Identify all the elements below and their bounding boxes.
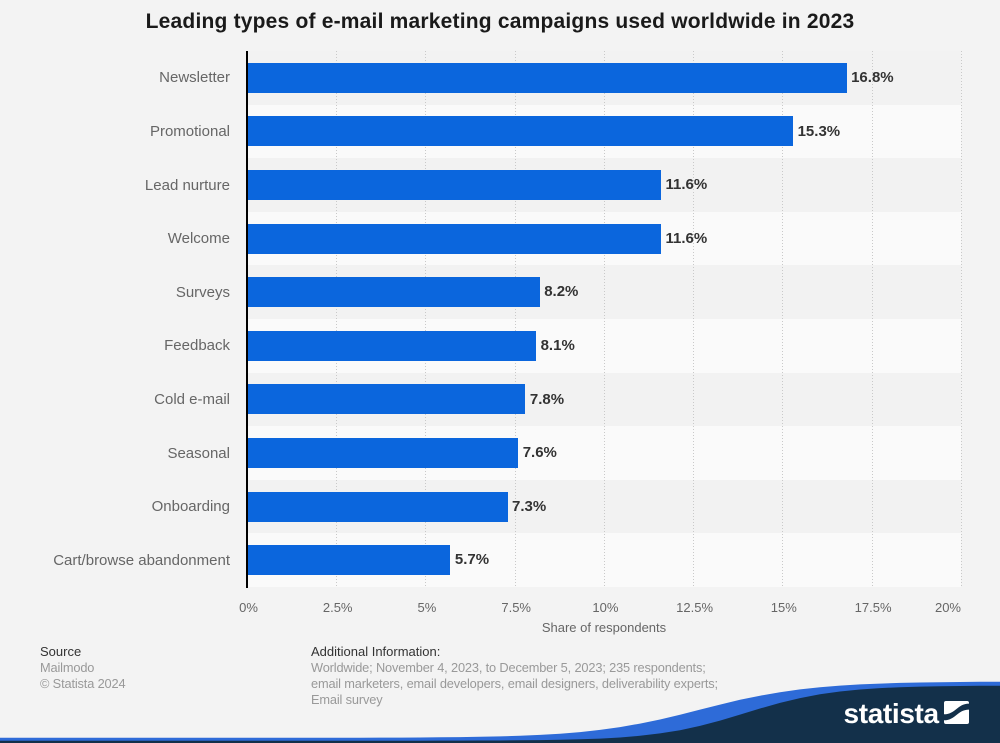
- svg-text:statista: statista: [844, 698, 940, 729]
